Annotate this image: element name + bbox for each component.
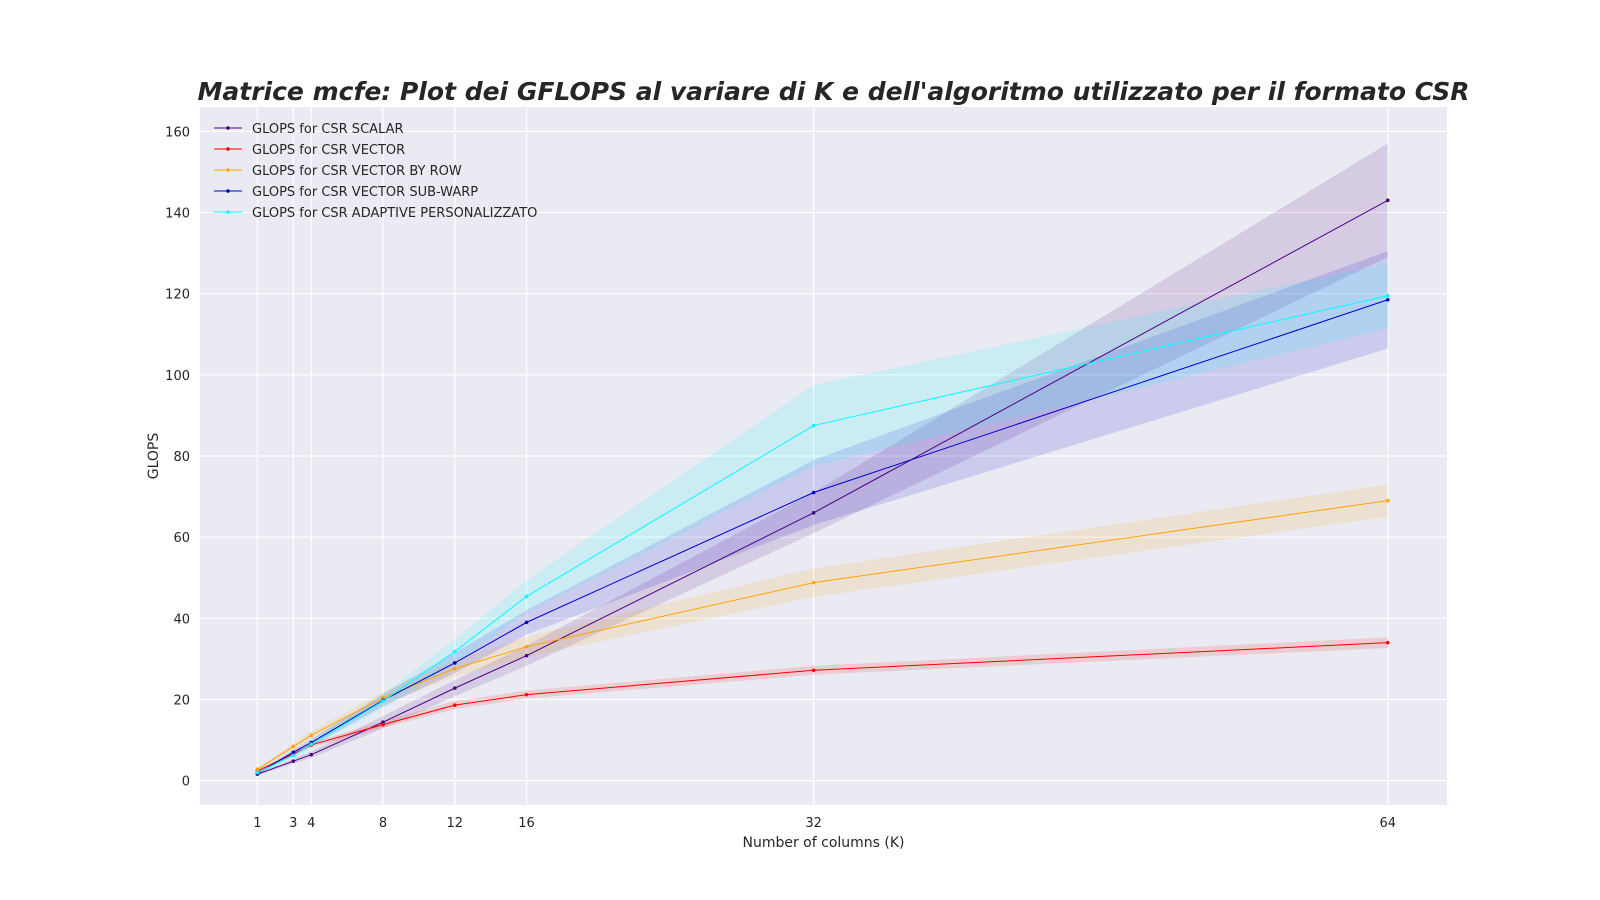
point-series-4 — [811, 490, 816, 495]
point-series-4 — [291, 750, 296, 755]
legend-entry: GLOPS for CSR VECTOR SUB-WARP — [252, 185, 478, 200]
legend-marker — [226, 147, 230, 151]
line-series-4 — [257, 299, 1388, 774]
point-series-3 — [1385, 498, 1390, 503]
point-series-3 — [291, 744, 296, 749]
line-series-1 — [257, 199, 1389, 775]
x-tick-label: 64 — [1380, 816, 1397, 831]
point-series-2 — [1385, 640, 1390, 645]
y-axis-label: GLOPS — [146, 433, 162, 480]
x-tick-label: 12 — [447, 816, 464, 831]
x-axis-label: Number of columns (K) — [742, 835, 904, 851]
legend: GLOPS for CSR SCALAR GLOPS for CSR VECTOR… — [214, 122, 537, 221]
x-tick-label: 16 — [518, 816, 535, 831]
series-points — [255, 198, 1390, 776]
legend-entry: GLOPS for CSR ADAPTIVE PERSONALIZZATO — [252, 206, 537, 221]
x-tick-label: 32 — [805, 816, 822, 831]
y-tick-label: 60 — [173, 531, 190, 546]
y-tick-label: 100 — [165, 369, 190, 384]
legend-marker — [226, 210, 230, 214]
confidence-bands — [257, 143, 1388, 776]
point-series-5 — [381, 699, 385, 703]
point-series-3 — [309, 733, 314, 737]
point-series-2 — [524, 692, 529, 697]
y-tick-label: 20 — [173, 693, 190, 708]
point-series-3 — [255, 767, 260, 772]
legend-entry: GLOPS for CSR VECTOR BY ROW — [252, 164, 462, 179]
chart-title: Matrice mcfe: Plot dei GFLOPS al variare… — [198, 77, 1470, 106]
y-tick-label: 160 — [165, 125, 190, 140]
x-tick-label: 1 — [253, 816, 261, 831]
line-series-2 — [257, 642, 1388, 772]
legend-marker — [226, 126, 230, 130]
point-series-4 — [1385, 297, 1390, 302]
point-series-4 — [524, 620, 529, 625]
band-series-5 — [257, 263, 1388, 774]
point-series-1 — [811, 511, 816, 515]
point-series-3 — [811, 580, 816, 585]
point-series-5 — [309, 742, 314, 746]
point-series-5 — [524, 594, 529, 599]
point-series-2 — [381, 722, 385, 727]
point-series-1 — [291, 759, 296, 763]
y-tick-label: 140 — [165, 207, 190, 222]
y-tick-label: 40 — [173, 612, 190, 627]
y-tick-label: 0 — [182, 775, 190, 790]
x-tick-label: 8 — [379, 816, 387, 831]
series-lines — [257, 199, 1389, 775]
point-series-3 — [524, 644, 529, 649]
band-series-4 — [257, 251, 1388, 775]
point-series-4 — [452, 661, 457, 665]
line-series-3 — [257, 500, 1388, 770]
point-series-5 — [1385, 293, 1390, 298]
y-tick-label: 120 — [165, 288, 190, 303]
point-series-2 — [452, 703, 457, 707]
x-tick-labels: 1 3 4 8 12 16 32 64 — [253, 816, 1396, 831]
x-tick-label: 4 — [307, 816, 315, 831]
point-series-3 — [452, 666, 457, 671]
legend-marker — [226, 189, 230, 193]
point-series-1 — [524, 653, 529, 658]
y-tick-label: 80 — [173, 450, 190, 465]
point-series-5 — [255, 770, 260, 775]
legend-marker — [226, 168, 230, 172]
band-series-3 — [257, 484, 1388, 771]
legend-entry: GLOPS for CSR SCALAR — [252, 122, 404, 137]
grid-lines — [200, 107, 1447, 805]
x-tick-label: 3 — [289, 816, 297, 831]
point-series-1 — [309, 752, 314, 757]
point-series-1 — [452, 686, 457, 690]
point-series-5 — [452, 649, 457, 654]
legend-entry: GLOPS for CSR VECTOR — [252, 143, 405, 158]
y-tick-labels: 0 20 40 60 80 100 120 140 160 — [165, 125, 190, 789]
point-series-1 — [1385, 198, 1390, 203]
point-series-2 — [811, 668, 816, 673]
point-series-5 — [811, 423, 816, 428]
line-series-5 — [257, 295, 1388, 773]
band-series-2 — [257, 637, 1388, 773]
point-series-5 — [291, 753, 296, 758]
